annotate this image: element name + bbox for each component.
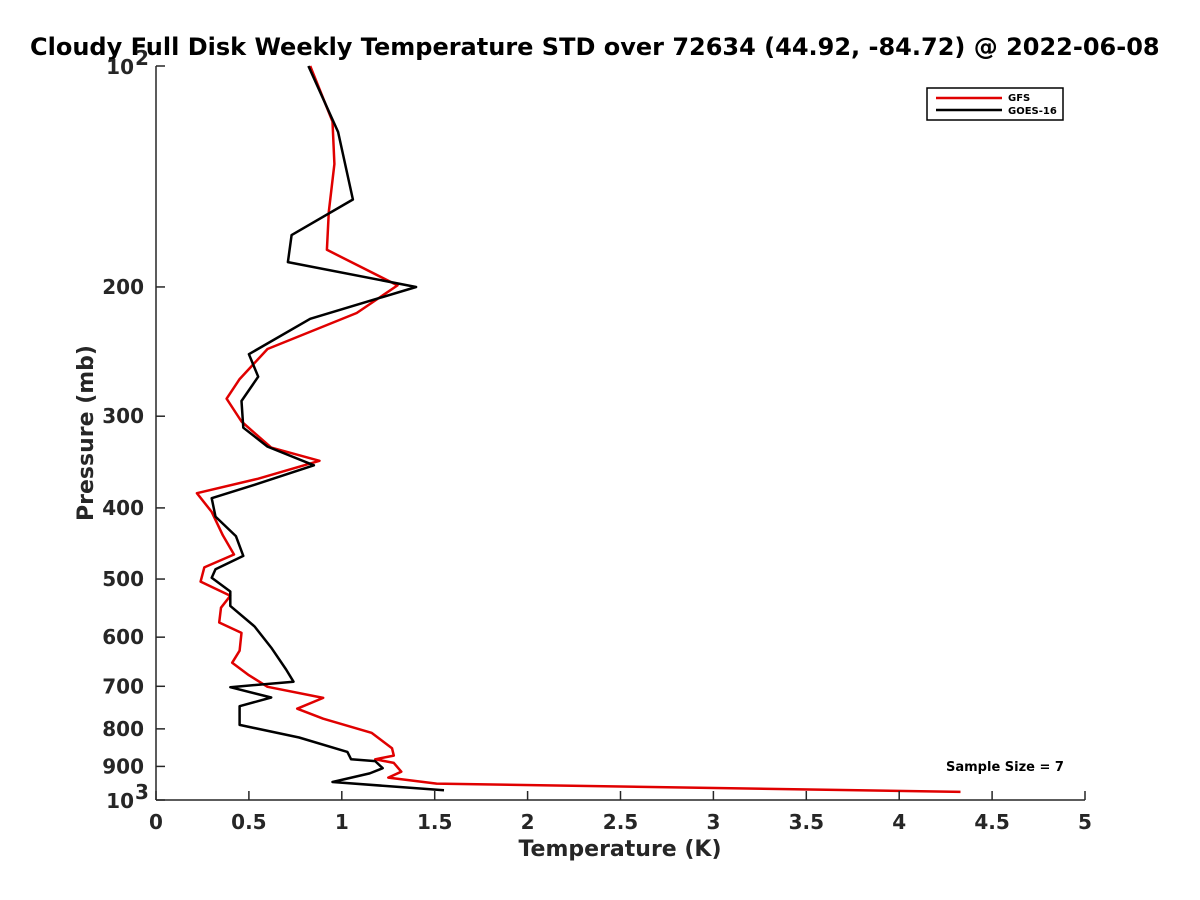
series-line-goes-16 (210, 65, 445, 792)
y-tick-label: 800 (102, 717, 144, 741)
legend-label-goes16: GOES-16 (1008, 106, 1057, 117)
series-line-gfs (195, 65, 961, 794)
y-tick-label-exponent: 2 (135, 46, 149, 70)
y-tick-label: 500 (102, 567, 144, 591)
y-tick-label: 200 (102, 275, 144, 299)
sample-size-annotation: Sample Size = 7 (946, 760, 1064, 775)
x-tick-label: 0 (149, 810, 163, 834)
axes-layer (155, 66, 1085, 801)
x-tick-label: 1 (335, 810, 349, 834)
chart-title: Cloudy Full Disk Weekly Temperature STD … (30, 33, 1160, 61)
y-tick-label: 700 (102, 674, 144, 698)
legend-box (926, 87, 1064, 121)
y-tick-label: 900 (102, 754, 144, 778)
series-layer (195, 65, 961, 794)
x-tick-label: 3 (706, 810, 720, 834)
x-tick-label: 1.5 (417, 810, 452, 834)
x-axis-label: Temperature (K) (518, 837, 721, 862)
y-tick-label: 10 (106, 55, 134, 79)
x-tick-label: 4.5 (974, 810, 1009, 834)
x-tick-label: 5 (1078, 810, 1092, 834)
y-tick-label-exponent: 3 (135, 780, 149, 804)
legend-label-gfs: GFS (1008, 93, 1030, 104)
x-tick-label: 2.5 (603, 810, 638, 834)
y-axis-label: Pressure (mb) (74, 345, 99, 521)
x-tick-label: 4 (892, 810, 906, 834)
y-tick-label: 600 (102, 625, 144, 649)
legend: GFS GOES-16 (926, 87, 1064, 121)
x-tick-label: 3.5 (789, 810, 824, 834)
y-tick-label: 300 (102, 404, 144, 428)
y-tick-label: 10 (106, 789, 134, 813)
y-tick-label: 400 (102, 496, 144, 520)
x-ticks: 0 0.5 1 1.5 2 2.5 3 3.5 4 4.5 5 (149, 791, 1092, 834)
x-tick-label: 2 (521, 810, 535, 834)
x-tick-label: 0.5 (231, 810, 266, 834)
